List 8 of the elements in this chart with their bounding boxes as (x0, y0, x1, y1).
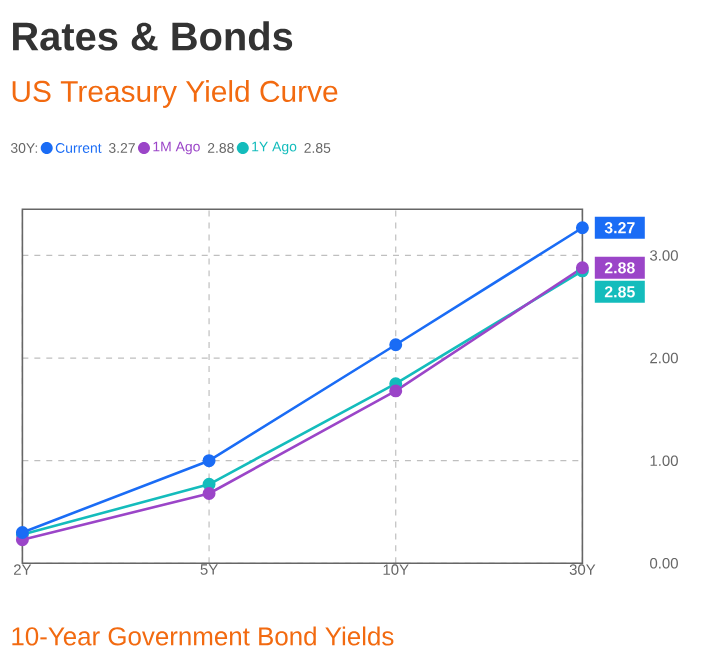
point (202, 487, 216, 500)
point (389, 384, 403, 398)
point (575, 221, 589, 235)
chart-subtitle: US Treasury Yield Curve (12, 80, 338, 108)
point (389, 338, 403, 352)
text: 10-Year Government Bond Yields (12, 626, 394, 646)
point (202, 454, 216, 468)
chart-title: Rates & Bonds (13, 21, 293, 51)
